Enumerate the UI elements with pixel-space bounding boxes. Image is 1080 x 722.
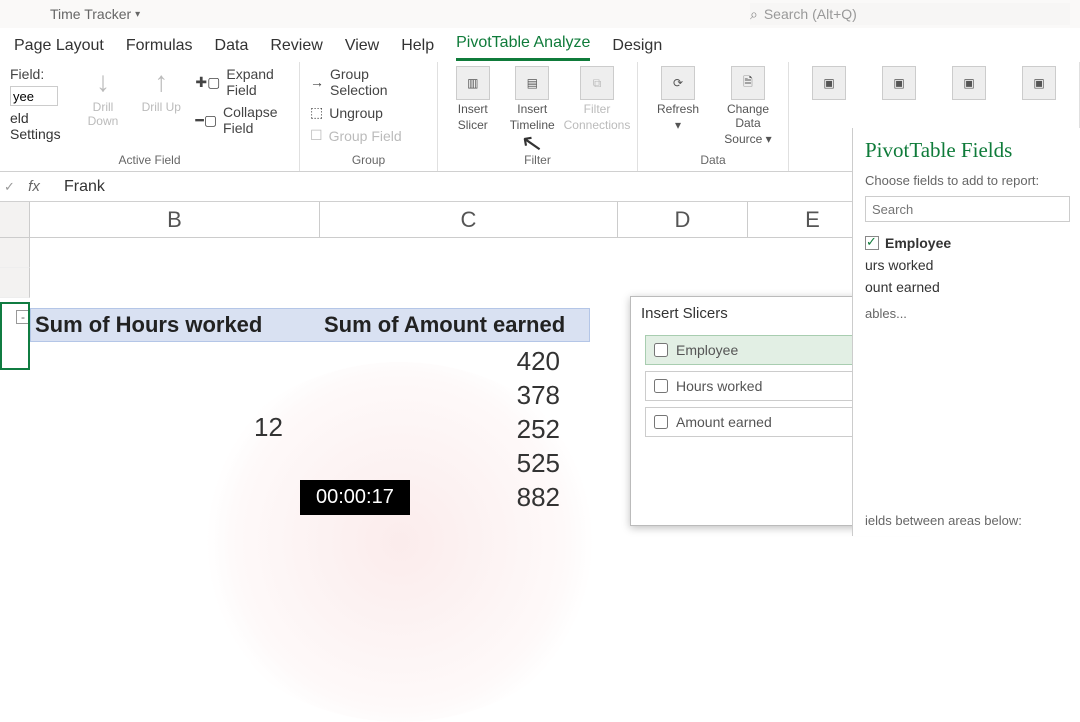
collapse-icon: ━▢	[195, 112, 217, 129]
ungroup-button[interactable]: ⬚Ungroup	[310, 104, 427, 121]
pane-tip: Choose fields to add to report:	[865, 173, 1070, 188]
collapse-field-button[interactable]: ━▢Collapse Field	[195, 104, 289, 136]
change-data-source-button[interactable]: 🗎 Change DataSource ▾	[718, 66, 778, 146]
actions-button-4[interactable]: ▣	[1009, 66, 1069, 100]
drill-down-button: ↓ Drill Down	[79, 66, 127, 142]
select-all-corner[interactable]	[0, 202, 30, 237]
hours-cell[interactable]: 12	[254, 412, 283, 443]
actions-button-2[interactable]: ▣	[869, 66, 929, 100]
group-field-button: ☐Group Field	[310, 127, 427, 144]
pane-search-input[interactable]	[865, 196, 1070, 222]
pane-title: PivotTable Fields	[865, 138, 1070, 163]
col-c[interactable]: C	[320, 202, 618, 237]
col-d[interactable]: D	[618, 202, 748, 237]
data-source-icon: 🗎	[731, 66, 765, 100]
group-label-group: Group	[310, 153, 427, 169]
amount-cell[interactable]: 525	[320, 446, 560, 480]
field-amount-earned[interactable]: ount earned	[865, 276, 1070, 298]
pivot-header-row[interactable]: Sum of Hours worked Sum of Amount earned	[30, 308, 590, 342]
ribbon-tabs: Page Layout Formulas Data Review View He…	[0, 28, 1080, 62]
tab-page-layout[interactable]: Page Layout	[14, 37, 104, 61]
tab-design[interactable]: Design	[612, 37, 662, 61]
checkbox-icon[interactable]	[865, 236, 879, 250]
amount-cell[interactable]: 252	[320, 412, 560, 446]
slicer-icon: ▥	[456, 66, 490, 100]
active-field-box: Field: eld Settings	[10, 66, 69, 142]
actions-button-3[interactable]: ▣	[939, 66, 999, 100]
slicer-checkbox-amount[interactable]	[654, 415, 668, 429]
group-selection-button[interactable]: →Group Selection	[310, 66, 427, 98]
tab-review[interactable]: Review	[270, 37, 322, 61]
field-name-input[interactable]	[10, 86, 58, 106]
selection-outline	[0, 302, 30, 370]
search-box[interactable]: ⌕ Search (Alt+Q)	[750, 3, 1070, 25]
dialog-title: Insert Slicers	[641, 305, 728, 322]
field-label: Field:	[10, 66, 69, 82]
expand-icon: ✚▢	[195, 74, 220, 91]
field-employee[interactable]: Employee	[865, 232, 1070, 254]
refresh-button[interactable]: ⟳ Refresh▾	[648, 66, 708, 146]
pivot-header-amount: Sum of Amount earned	[320, 312, 589, 338]
search-icon: ⌕	[750, 6, 758, 23]
tab-help[interactable]: Help	[401, 37, 434, 61]
field-settings-button[interactable]: eld Settings	[10, 110, 69, 142]
actions-button-1[interactable]: ▣	[799, 66, 859, 100]
expand-field-button[interactable]: ✚▢Expand Field	[195, 66, 289, 98]
group-label-active-field: Active Field	[10, 153, 289, 169]
insert-slicer-button[interactable]: ▥ InsertSlicer	[448, 66, 498, 132]
filter-connections-button: ⧉ FilterConnections	[567, 66, 627, 132]
title-bar: Time Tracker ▾ ⌕ Search (Alt+Q)	[0, 0, 1080, 28]
tab-data[interactable]: Data	[215, 37, 249, 61]
fx-label: fx	[12, 178, 56, 195]
insert-timeline-button[interactable]: ▤ InsertTimeline	[508, 66, 558, 132]
tab-view[interactable]: View	[345, 37, 379, 61]
file-name: Time Tracker	[50, 6, 131, 22]
formula-value[interactable]: Frank	[56, 178, 105, 196]
timer-overlay: 00:00:17	[300, 480, 410, 515]
slicer-checkbox-hours[interactable]	[654, 379, 668, 393]
col-b[interactable]: B	[30, 202, 320, 237]
pivottable-fields-pane: PivotTable Fields Choose fields to add t…	[852, 128, 1080, 536]
pivot-header-hours: Sum of Hours worked	[31, 312, 320, 338]
tab-pivottable-analyze[interactable]: PivotTable Analyze	[456, 34, 590, 61]
slicer-checkbox-employee[interactable]	[654, 343, 668, 357]
amount-cell[interactable]: 420	[320, 344, 560, 378]
search-placeholder: Search (Alt+Q)	[764, 6, 857, 22]
caret-down-icon: ▾	[135, 9, 140, 20]
timeline-icon: ▤	[515, 66, 549, 100]
pane-bottom-label: ields between areas below:	[865, 513, 1022, 528]
tab-formulas[interactable]: Formulas	[126, 37, 193, 61]
refresh-icon: ⟳	[661, 66, 695, 100]
group-label-data: Data	[648, 153, 778, 169]
field-hours-worked[interactable]: urs worked	[865, 254, 1070, 276]
drill-up-button: ↑ Drill Up	[137, 66, 185, 142]
amount-cell[interactable]: 378	[320, 378, 560, 412]
more-tables-link[interactable]: ables...	[865, 306, 1070, 321]
filter-conn-icon: ⧉	[580, 66, 614, 100]
